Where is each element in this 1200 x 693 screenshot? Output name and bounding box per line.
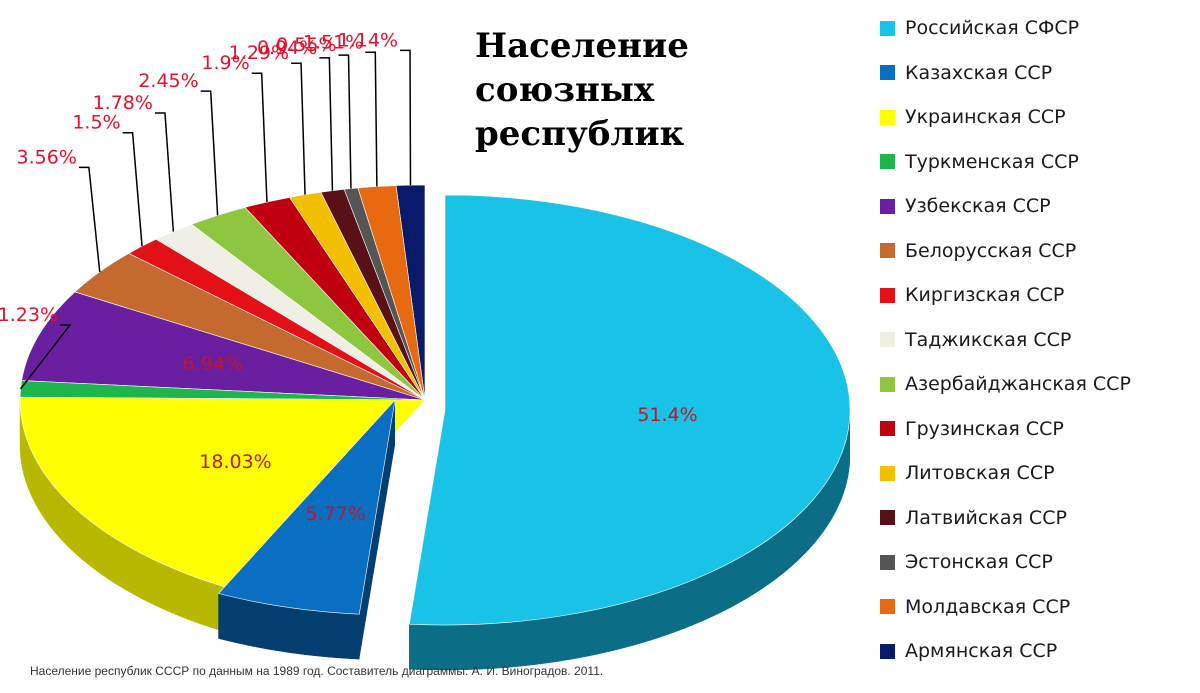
legend-label: Латвийская ССР — [905, 506, 1067, 529]
legend-label: Грузинская ССР — [905, 417, 1064, 440]
legend-item: Молдавская ССР — [880, 585, 1195, 630]
leader-line — [291, 62, 306, 195]
pie-slice — [19, 396, 426, 639]
legend-swatch — [880, 154, 895, 170]
legend-swatch — [880, 643, 895, 659]
pie-slice — [21, 291, 426, 401]
leader-line — [400, 49, 412, 186]
leader-line — [319, 57, 334, 191]
legend-swatch — [880, 599, 895, 615]
slice-value-label: 5.77% — [305, 503, 365, 525]
leader-line — [338, 54, 352, 189]
leader-line — [122, 131, 143, 247]
pie-slice-top — [19, 396, 426, 594]
pie-slice-cut — [359, 400, 395, 660]
legend-swatch — [880, 20, 895, 36]
slice-value-label: 1.78% — [93, 92, 153, 114]
legend-item: Эстонская ССР — [880, 540, 1195, 585]
legend-swatch — [880, 554, 895, 570]
slice-value-label: 1.23% — [0, 304, 58, 326]
source-note: Население республик СССР по данным на 19… — [30, 664, 604, 678]
slice-value-label: 2.45% — [138, 70, 198, 92]
pie-slice — [408, 194, 850, 671]
legend-item: Литовская ССР — [880, 451, 1195, 496]
legend-item: Российская СФСР — [880, 6, 1195, 51]
legend-swatch — [880, 332, 895, 348]
pie-chart: 51.4% 5.77% 18.03% 1.23% 6.94% 3.56% 1.5%1.78%… — [0, 29, 850, 671]
legend-swatch — [880, 65, 895, 81]
slice-value-label: 1.29% — [229, 42, 289, 64]
legend-label: Туркменская ССР — [905, 150, 1079, 173]
legend-item: Узбекская ССР — [880, 184, 1195, 229]
slice-value-label: 1.51% — [303, 31, 363, 53]
slice-value-label: 0.94% — [257, 37, 317, 59]
legend-item: Армянская ССР — [880, 629, 1195, 674]
slice-value-label: 6.94% — [183, 353, 243, 375]
legend-item: Азербайджанская ССР — [880, 362, 1195, 407]
pie-slice-top — [21, 291, 426, 401]
legend-swatch — [880, 510, 895, 526]
legend-label: Белорусская ССР — [905, 239, 1077, 262]
legend-swatch — [880, 376, 895, 392]
slice-value-label: 0.55% — [276, 34, 336, 56]
legend-label: Таджикская ССР — [905, 328, 1072, 351]
legend-label: Узбекская ССР — [905, 195, 1051, 218]
legend-item: Казахская ССР — [880, 51, 1195, 96]
leader-line — [251, 72, 268, 203]
slice-value-label: 1.14% — [338, 29, 398, 51]
legend-swatch — [880, 287, 895, 303]
legend-label: Литовская ССР — [905, 462, 1055, 485]
chart-legend: Российская СФСР Казахская ССР Украинская С… — [880, 6, 1195, 674]
legend-swatch — [880, 421, 895, 437]
legend-swatch — [880, 109, 895, 125]
legend-item: Туркменская ССР — [880, 140, 1195, 185]
legend-label: Азербайджанская ССР — [905, 373, 1131, 396]
legend-item: Белорусская ССР — [880, 229, 1195, 274]
legend-label: Молдавская ССР — [905, 595, 1071, 618]
leader-line — [19, 324, 72, 390]
leader-line — [78, 166, 101, 272]
legend-label: Российская СФСР — [905, 17, 1080, 40]
slice-value-label: 1.5% — [72, 112, 120, 134]
legend-label: Казахская ССР — [905, 61, 1053, 84]
slice-value-label: 3.56% — [17, 146, 77, 168]
chart-title: Население союзных республик — [475, 26, 689, 154]
pie-slice — [217, 399, 396, 660]
legend-item: Грузинская ССР — [880, 407, 1195, 452]
legend-label: Украинская ССР — [905, 106, 1066, 129]
leader-line — [154, 112, 175, 232]
legend-swatch — [880, 243, 895, 259]
legend-swatch — [880, 198, 895, 214]
slice-value-label: 1.9% — [201, 52, 249, 74]
legend-swatch — [880, 465, 895, 481]
legend-label: Киргизская ССР — [905, 284, 1065, 307]
legend-item: Латвийская ССР — [880, 496, 1195, 541]
slice-value-label: 18.03% — [199, 451, 271, 473]
legend-label: Эстонская ССР — [905, 551, 1053, 574]
pie-slice-top — [217, 399, 396, 615]
legend-item: Киргизская ССР — [880, 273, 1195, 318]
pie-slice-top — [408, 194, 850, 626]
legend-label: Армянская ССР — [905, 640, 1058, 663]
slice-value-label: 51.4% — [637, 404, 697, 426]
legend-item: Украинская ССР — [880, 95, 1195, 140]
legend-item: Таджикская ССР — [880, 318, 1195, 363]
leader-line — [200, 90, 219, 216]
leader-line — [365, 51, 378, 187]
